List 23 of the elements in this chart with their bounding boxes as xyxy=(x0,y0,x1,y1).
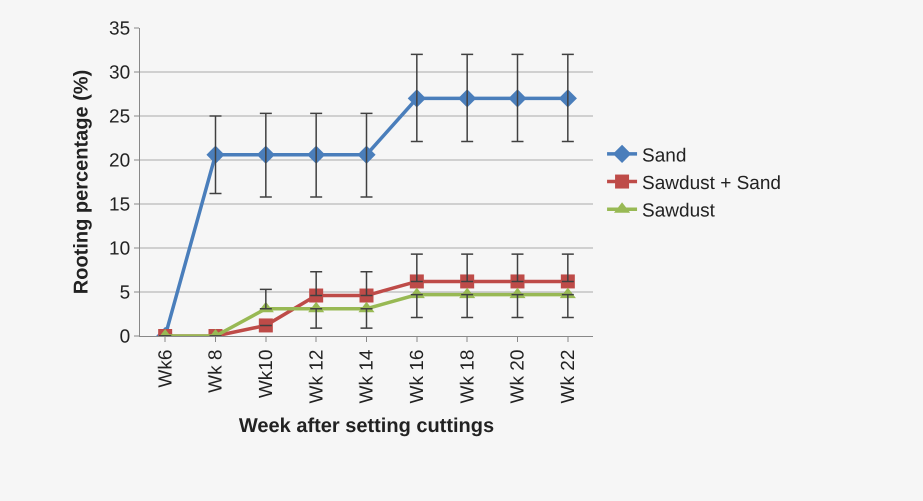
y-axis-title: Rooting percentage (%) xyxy=(70,70,93,294)
legend-label: Sand xyxy=(642,145,686,166)
y-tick-label: 5 xyxy=(120,282,130,304)
y-tick-label: 25 xyxy=(109,106,130,128)
y-tick-label: 30 xyxy=(109,62,130,84)
x-tick-label: Wk 14 xyxy=(356,349,378,404)
x-tick-label: Wk 8 xyxy=(206,350,227,393)
x-axis-title: Week after setting cuttings xyxy=(238,414,494,437)
point xyxy=(258,318,273,332)
x-tick-label: Wk10 xyxy=(256,350,278,398)
x-tick-label: Wk 22 xyxy=(558,350,580,404)
legend-label: Sawdust xyxy=(642,200,716,222)
y-tick-label: 15 xyxy=(109,194,130,216)
x-tick-label: Wk 16 xyxy=(407,350,428,404)
x-tick-label: Wk 20 xyxy=(508,350,529,404)
x-tick-label: Wk 12 xyxy=(306,350,328,404)
y-tick-label: 35 xyxy=(109,18,130,40)
y-tick-label: 20 xyxy=(109,150,130,172)
y-tick-label: 0 xyxy=(120,326,130,348)
y-tick-label: 10 xyxy=(109,238,130,260)
x-tick-label: Wk 18 xyxy=(457,350,478,404)
x-tick-label: Wk6 xyxy=(155,350,176,388)
legend-label: Sawdust + Sand xyxy=(642,172,781,194)
